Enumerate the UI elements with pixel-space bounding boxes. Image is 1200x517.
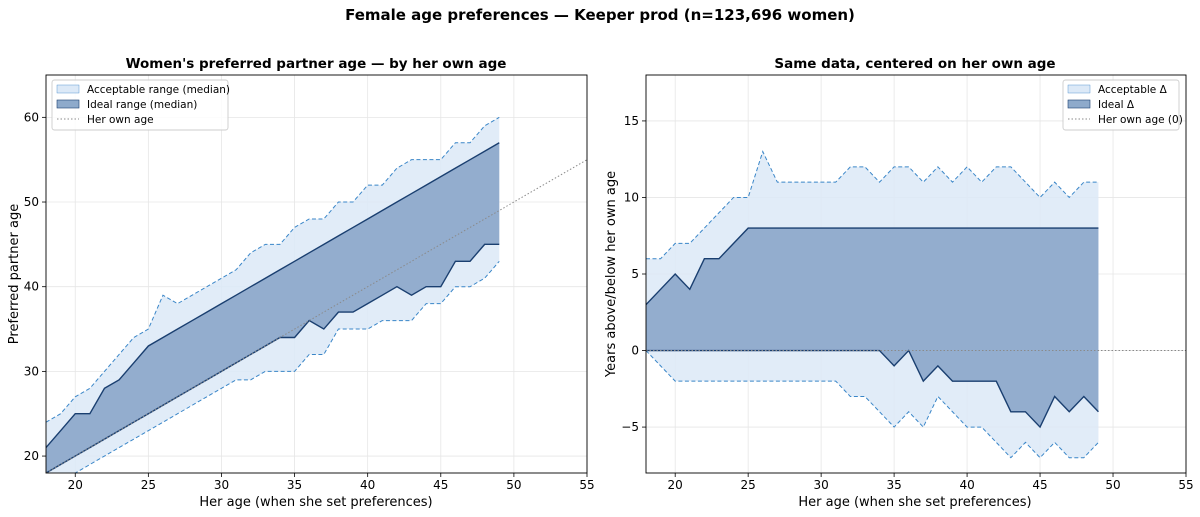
right-y-tick-label: −5 — [621, 420, 639, 434]
right-x-tick-label: 45 — [1032, 478, 1047, 492]
right-y-tick-label: 0 — [631, 344, 639, 358]
right-acceptable-min-line — [646, 350, 1099, 459]
right-x-tick-label: 25 — [741, 478, 756, 492]
left-ticks: 20 25 30 35 40 45 50 55 20 30 40 50 60 — [24, 110, 595, 492]
left-acceptable-max-line — [46, 116, 500, 423]
left-x-tick-label: 20 — [68, 478, 83, 492]
left-chart-title: Women's preferred partner age — by her o… — [126, 56, 507, 72]
right-legend-box — [1062, 79, 1180, 131]
right-ticks: 20 25 30 35 40 45 50 55 −5 0 5 10 15 — [621, 114, 1193, 492]
left-x-tick-label: 50 — [506, 478, 521, 492]
left-ideal-band — [46, 142, 500, 473]
right-x-tick-label: 35 — [886, 478, 901, 492]
right-x-tick-label: 20 — [668, 478, 683, 492]
left-plot-area — [46, 116, 587, 473]
right-legend-label-reference: Her own age (0) — [1098, 114, 1183, 126]
right-y-tick-label: 15 — [624, 114, 639, 128]
right-legend-swatch-ideal — [1067, 99, 1091, 109]
left-x-tick-label: 25 — [141, 478, 156, 492]
left-x-axis-label: Her age (when she set preferences) — [199, 495, 432, 510]
left-chart-panel: Women's preferred partner age — by her o… — [7, 56, 595, 510]
left-legend-label-acceptable: Acceptable range (median) — [87, 84, 230, 96]
figure-title: Female age preferences — Keeper prod (n=… — [345, 6, 855, 24]
left-x-tick-label: 40 — [360, 478, 375, 492]
right-x-tick-label: 55 — [1178, 478, 1193, 492]
right-chart-title: Same data, centered on her own age — [774, 56, 1055, 72]
right-legend: Acceptable Δ Ideal Δ Her own age (0) — [1062, 79, 1183, 131]
right-legend-label-acceptable: Acceptable Δ — [1098, 84, 1168, 96]
left-axes-frame — [45, 74, 588, 474]
left-x-tick-label: 30 — [214, 478, 229, 492]
left-x-tick-label: 45 — [433, 478, 448, 492]
right-x-tick-label: 40 — [959, 478, 974, 492]
left-y-axis-label: Preferred partner age — [7, 204, 22, 344]
right-x-tick-label: 30 — [813, 478, 828, 492]
left-x-tick-label: 35 — [287, 478, 302, 492]
left-legend-label-ideal: Ideal range (median) — [87, 99, 197, 111]
left-legend-box — [51, 79, 229, 131]
left-legend: Acceptable range (median) Ideal range (me… — [51, 79, 230, 131]
left-y-tick-label: 50 — [24, 195, 39, 209]
left-legend-label-reference: Her own age — [87, 114, 154, 126]
left-y-tick-label: 20 — [24, 449, 39, 463]
right-y-axis-label: Years above/below her own age — [604, 171, 619, 378]
left-legend-swatch-acceptable — [56, 84, 80, 94]
right-ideal-max-line — [646, 227, 1099, 306]
right-y-tick-label: 10 — [624, 190, 639, 204]
left-ideal-min-line — [46, 243, 500, 473]
left-reference-line — [46, 159, 587, 473]
left-x-tick-label: 55 — [579, 478, 594, 492]
left-acceptable-min-line — [74, 260, 500, 473]
right-plot-area — [646, 150, 1186, 459]
left-ideal-max-line — [46, 142, 500, 449]
right-ideal-min-line — [646, 349, 1099, 429]
right-legend-swatch-acceptable — [1067, 84, 1091, 94]
right-x-axis-label: Her age (when she set preferences) — [798, 495, 1031, 510]
right-chart-panel: Same data, centered on her own age Her a… — [604, 56, 1194, 510]
right-acceptable-max-line — [646, 150, 1099, 260]
right-y-tick-label: 5 — [631, 267, 639, 281]
left-y-tick-label: 30 — [24, 364, 39, 378]
left-y-tick-label: 60 — [24, 110, 39, 124]
left-legend-swatch-ideal — [56, 99, 80, 109]
right-x-tick-label: 50 — [1105, 478, 1120, 492]
left-y-tick-label: 40 — [24, 280, 39, 294]
right-legend-label-ideal: Ideal Δ — [1098, 99, 1135, 111]
right-ideal-band — [646, 228, 1099, 428]
